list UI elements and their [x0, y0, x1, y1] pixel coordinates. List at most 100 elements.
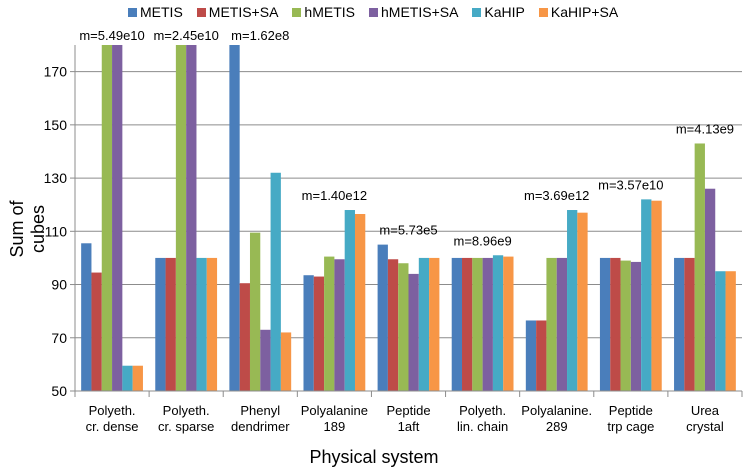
bar — [429, 257, 440, 391]
x-tick-label: Urea crystal — [686, 403, 724, 434]
bar — [536, 320, 547, 391]
bar — [694, 143, 705, 391]
bar — [165, 257, 176, 391]
bar — [715, 271, 726, 391]
data-annotation: m=5.73e5 — [379, 223, 437, 238]
legend-item: KaHIP — [472, 4, 525, 20]
y-tick-label: 130 — [44, 170, 68, 186]
data-annotation: m=1.62e8 — [231, 28, 289, 43]
bar — [354, 214, 366, 391]
bar — [387, 259, 399, 391]
bar — [610, 257, 621, 391]
bar — [229, 45, 240, 391]
y-tick-label: 70 — [51, 330, 67, 346]
bar — [704, 188, 716, 391]
bar — [556, 257, 568, 391]
legend-label: KaHIP+SA — [550, 4, 619, 20]
legend-label: METIS — [140, 4, 183, 20]
legend-item: METIS — [128, 4, 183, 20]
x-tick-label: Polyalanine 189 — [301, 403, 368, 434]
y-tick-label: 50 — [51, 383, 67, 399]
chart-legend: METIS METIS+SA hMETIS hMETIS+SA KaHIP KaHIP+S… — [128, 4, 632, 20]
bar — [313, 276, 325, 391]
data-annotation: m=8.96e9 — [454, 233, 512, 248]
bar — [175, 45, 187, 391]
bar — [620, 260, 631, 391]
x-tick-label: Phenyl dendrimer — [231, 403, 290, 434]
bar — [408, 273, 419, 391]
bar — [462, 257, 473, 391]
legend-swatch — [538, 7, 548, 17]
bar — [344, 210, 355, 391]
x-tick-label: Polyeth. cr. sparse — [158, 403, 214, 434]
bar — [280, 332, 292, 391]
bar — [599, 257, 611, 391]
bar — [567, 210, 578, 391]
y-axis-label: Sum of cubes — [7, 200, 48, 258]
legend-item: METIS+SA — [196, 4, 279, 20]
y-tick-label: 90 — [51, 277, 67, 293]
data-annotation: m=3.69e12 — [524, 188, 589, 203]
legend-item: KaHIP+SA — [538, 4, 619, 20]
x-tick-label: Polyeth. cr. dense — [86, 403, 139, 434]
bar — [472, 257, 483, 391]
legend-label: hMETIS+SA — [381, 4, 459, 20]
bar — [270, 172, 281, 391]
bar — [249, 232, 261, 391]
bar — [525, 320, 537, 391]
bar — [206, 257, 218, 391]
bar — [101, 45, 113, 391]
bar — [81, 243, 92, 391]
data-annotation: m=5.49e10 — [79, 28, 144, 43]
data-annotation: m=2.45e10 — [153, 28, 218, 43]
bar — [398, 263, 409, 391]
bar — [546, 257, 557, 391]
bar — [725, 271, 736, 391]
bar — [641, 199, 652, 391]
x-tick-label: Polyalanine. 289 — [521, 403, 592, 434]
bar — [334, 259, 345, 391]
x-tick-label: Polyeth. lin. chain — [457, 403, 508, 434]
data-annotation: m=4.13e9 — [676, 121, 734, 136]
data-annotation: m=1.40e12 — [302, 188, 367, 203]
legend-item: hMETIS — [292, 4, 355, 20]
legend-label: KaHIP — [484, 4, 525, 20]
bar — [503, 256, 514, 391]
y-tick-label: 150 — [44, 117, 68, 133]
bar — [482, 257, 493, 391]
bar — [239, 283, 250, 391]
bar — [303, 275, 314, 391]
bar — [186, 45, 197, 391]
bar — [577, 212, 588, 391]
legend-label: METIS+SA — [208, 4, 279, 20]
bar — [418, 257, 430, 391]
bar — [132, 365, 143, 391]
bar — [451, 257, 463, 391]
legend-swatch — [369, 7, 378, 17]
bar — [91, 272, 102, 391]
bar — [155, 257, 166, 391]
y-tick-label: 110 — [45, 223, 68, 239]
legend-label: hMETIS — [304, 4, 355, 20]
bar — [377, 244, 388, 391]
bar — [112, 45, 123, 391]
x-axis-label: Physical system — [309, 447, 439, 467]
bar — [196, 257, 207, 391]
bar — [122, 365, 133, 391]
bar — [492, 255, 504, 391]
bar — [651, 200, 662, 391]
legend-swatch — [128, 7, 137, 17]
legend-swatch — [472, 7, 482, 17]
legend-swatch — [196, 7, 206, 17]
legend-item: hMETIS+SA — [369, 4, 458, 20]
bar — [260, 329, 271, 391]
legend-swatch — [292, 7, 302, 17]
bar — [684, 257, 695, 391]
bar — [324, 256, 335, 391]
data-annotation: m=3.57e10 — [598, 177, 663, 192]
bar — [630, 261, 642, 391]
bar — [674, 257, 685, 391]
x-tick-label: Peptide trp cage — [607, 403, 654, 434]
x-tick-label: Peptide 1aft — [386, 403, 430, 434]
